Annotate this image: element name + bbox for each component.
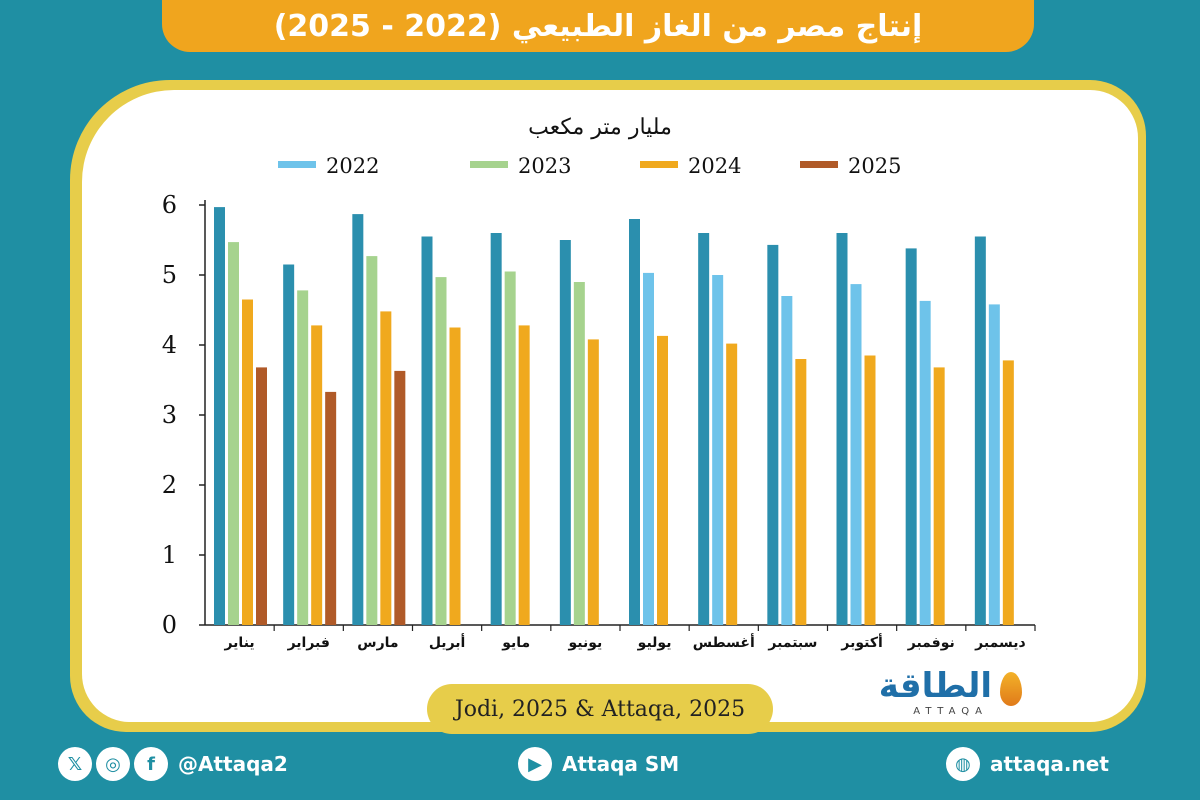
bar-2023 [297,290,309,625]
social-links: 𝕏 ◎ f @Attaqa2 [58,746,288,782]
bar-2022 [767,244,779,625]
x-tick-label: يونيو [568,635,603,651]
legend-label: 2025 [848,154,901,178]
bar-2022 [421,236,433,625]
website-url[interactable]: attaqa.net [990,752,1109,776]
bar-2023 [366,256,378,625]
bar-2025 [325,391,337,625]
x-tick-label: فبراير [287,635,330,651]
drop-icon [1000,672,1022,706]
x-tick-label: مارس [357,635,398,651]
y-tick-label: 5 [162,261,177,289]
bar-2023 [919,300,931,625]
bar-2022 [283,264,295,625]
bar-2024 [311,325,323,625]
y-tick-label: 3 [162,401,177,429]
bar-2024 [1002,360,1014,625]
x-tick-label: سبتمبر [767,635,817,651]
y-tick-label: 2 [162,471,177,499]
source-pill: Jodi, 2025 & Attaqa, 2025 [427,684,773,734]
bar-2024 [380,311,392,625]
bar-2024 [657,335,668,625]
bar-2022 [352,214,364,625]
bar-2022 [905,248,917,625]
legend-swatch [278,161,316,168]
bar-2023 [850,284,862,625]
bar-2024 [242,299,253,625]
social-handle[interactable]: @Attaqa2 [178,752,288,776]
y-tick-label: 1 [162,541,177,569]
legend-swatch [470,161,508,168]
x-tick-label: يناير [223,635,254,651]
page-title: إنتاج مصر من الغاز الطبيعي (2022 - 2025) [273,8,923,44]
bar-2022 [559,240,571,625]
bar-2024 [726,343,738,625]
legend-label: 2022 [326,154,379,178]
bar-2023 [504,271,516,625]
instagram-icon[interactable]: ◎ [96,747,130,781]
bar-2025 [394,370,406,625]
bar-2023 [781,296,793,625]
bar-2023 [228,242,239,625]
facebook-icon[interactable]: f [134,747,168,781]
legend-swatch [640,161,678,168]
bar-2022 [629,219,640,625]
y-tick-label: 0 [162,611,177,639]
bar-2023 [988,304,1000,625]
bar-2023 [643,272,654,625]
youtube-link: ▶ Attaqa SM [518,746,679,782]
unit-label: مليار متر مكعب [528,115,672,140]
x-tick-label: أكتوبر [840,633,882,651]
attaqa-logo: الطاقة ATTAQA [838,666,1028,720]
y-tick-label: 4 [162,331,177,359]
bar-2024 [864,355,876,625]
y-tick-label: 6 [162,191,177,219]
bar-2022 [490,233,502,625]
logo-arabic: الطاقة [878,666,992,706]
legend-label: 2024 [688,154,741,178]
bar-2024 [518,325,530,625]
logo-latin: ATTAQA [913,706,988,717]
youtube-handle[interactable]: Attaqa SM [562,752,680,776]
title-banner: إنتاج مصر من الغاز الطبيعي (2022 - 2025) [162,0,1034,52]
x-tick-label: يوليو [637,635,672,651]
bar-2024 [933,367,945,625]
website-link: ◍ attaqa.net [946,746,1109,782]
bar-2024 [449,327,461,625]
bar-2023 [573,282,585,625]
bar-2022 [214,207,225,625]
legend-label: 2023 [518,154,571,178]
x-tick-label: نوفمبر [907,635,955,651]
youtube-icon[interactable]: ▶ [518,747,552,781]
bar-2022 [698,233,710,625]
bar-2024 [795,359,807,625]
x-tick-label: أبريل [429,633,466,651]
x-icon[interactable]: 𝕏 [58,747,92,781]
legend-swatch [800,161,838,168]
bar-2023 [712,275,724,625]
x-tick-label: مايو [501,635,530,651]
bar-2025 [256,367,267,625]
globe-icon[interactable]: ◍ [946,747,980,781]
source-text: Jodi, 2025 & Attaqa, 2025 [454,696,746,722]
bar-2022 [836,233,848,625]
bar-2024 [587,339,599,625]
x-tick-label: أغسطس [693,633,755,651]
x-tick-label: ديسمبر [974,635,1026,651]
bar-2023 [435,277,447,625]
bar-2022 [974,236,986,625]
